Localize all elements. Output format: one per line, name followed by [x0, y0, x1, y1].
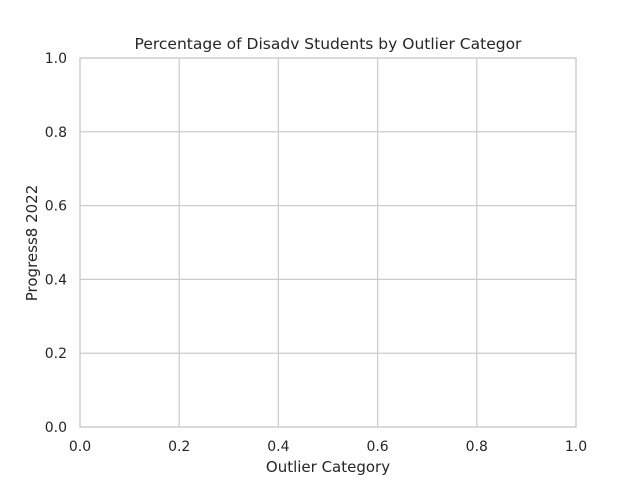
x-tick-label: 0.2: [168, 439, 190, 455]
y-tick-label: 0.6: [45, 199, 67, 215]
x-tick-label: 0.0: [69, 439, 91, 455]
x-tick-label: 0.4: [267, 439, 289, 455]
x-tick-label: 0.6: [366, 439, 388, 455]
y-tick-label: 0.4: [45, 272, 67, 288]
x-tick-labels: 0.0 0.2 0.4 0.6 0.8 1.0: [69, 439, 587, 455]
y-tick-label: 1.0: [45, 51, 67, 67]
plot-frame: [79, 57, 577, 428]
y-tick-label: 0.8: [45, 125, 67, 141]
x-tick-label: 1.0: [565, 439, 587, 455]
chart-title: Percentage of Disadv Students by Outlier…: [135, 35, 523, 53]
y-axis-title: Progress8 2022: [23, 185, 41, 302]
y-tick-label: 0.0: [45, 420, 67, 436]
y-tick-labels: 0.0 0.2 0.4 0.6 0.8 1.0: [45, 51, 67, 436]
x-axis-title: Outlier Category: [266, 458, 390, 476]
x-tick-label: 0.8: [466, 439, 488, 455]
y-tick-label: 0.2: [45, 346, 67, 362]
